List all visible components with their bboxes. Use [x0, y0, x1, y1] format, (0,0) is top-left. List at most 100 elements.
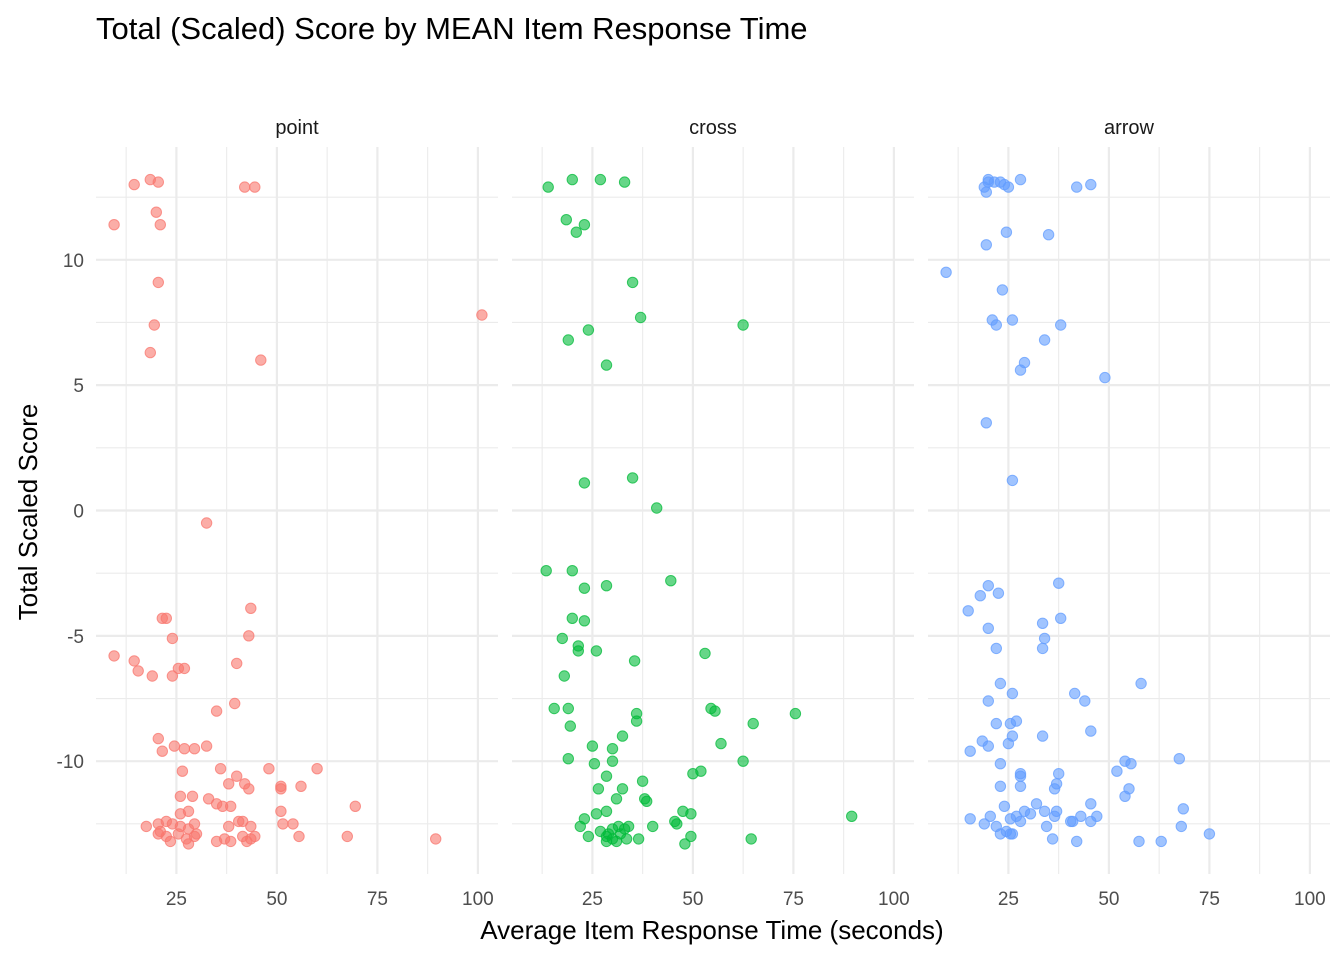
data-point: [295, 780, 307, 792]
data-point: [166, 670, 179, 682]
data-point: [249, 830, 261, 843]
panel-cross: cross 25 50 75 100: [512, 117, 914, 910]
x-tick-label: 100: [878, 889, 910, 910]
x-tick-label: 75: [1199, 889, 1220, 910]
data-point: [1071, 835, 1083, 848]
data-point: [182, 805, 195, 817]
data-point: [540, 565, 552, 577]
data-point: [1125, 758, 1137, 770]
data-point: [476, 309, 488, 321]
data-point: [223, 778, 235, 790]
data-point: [1006, 828, 1019, 840]
data-point: [225, 835, 237, 848]
data-point: [574, 820, 586, 833]
data-point: [594, 825, 607, 838]
y-tick-label: -10: [57, 752, 84, 773]
data-point: [665, 575, 677, 587]
data-point: [1004, 717, 1017, 730]
data-point: [132, 665, 144, 677]
x-axis-title: Average Item Response Time (seconds): [480, 915, 943, 945]
x-tick-label: 50: [682, 889, 703, 910]
data-point: [641, 795, 653, 807]
data-point: [152, 176, 165, 188]
data-point: [626, 472, 639, 484]
data-point: [1055, 319, 1067, 331]
data-point: [632, 833, 645, 845]
data-point: [747, 717, 759, 730]
data-point: [586, 740, 599, 752]
panel-point: point 25 50 75 100: [96, 117, 498, 910]
data-point: [168, 740, 181, 752]
data-point: [1050, 805, 1063, 817]
data-point: [164, 835, 177, 848]
data-point: [566, 612, 578, 624]
x-tick-label: 100: [1294, 889, 1326, 910]
data-point: [1065, 815, 1077, 828]
data-point: [699, 647, 711, 660]
data-point: [255, 354, 267, 366]
data-point: [982, 580, 994, 592]
data-point: [1042, 229, 1055, 241]
data-point: [594, 173, 607, 186]
data-point: [578, 219, 591, 231]
panel-strip-label: cross: [689, 117, 737, 139]
data-point: [737, 755, 749, 767]
data-point: [1002, 737, 1015, 750]
data-point: [1038, 334, 1051, 346]
data-point: [562, 753, 574, 765]
data-point: [178, 743, 191, 755]
data-point: [150, 206, 163, 218]
x-tick-label: 25: [582, 889, 603, 910]
data-point: [578, 615, 591, 627]
data-point: [1173, 753, 1186, 765]
y-axis-title: Total Scaled Score: [13, 404, 43, 621]
data-point: [152, 276, 165, 289]
data-point: [709, 705, 721, 717]
data-point: [651, 502, 663, 514]
data-point: [572, 645, 584, 657]
data-point: [600, 770, 613, 782]
data-point: [128, 178, 140, 191]
data-point: [994, 780, 1007, 792]
data-point: [1036, 617, 1049, 629]
data-point: [998, 800, 1011, 812]
data-point: [1036, 730, 1049, 742]
data-point: [616, 783, 629, 795]
data-point: [582, 324, 595, 336]
data-point: [214, 763, 227, 775]
y-axis-ticks: -10 -5 0 5 10: [57, 251, 84, 773]
data-point: [1024, 808, 1037, 820]
data-point: [992, 587, 1005, 599]
data-point: [984, 810, 996, 822]
data-point: [160, 612, 173, 624]
data-point: [1085, 725, 1097, 737]
data-point: [1091, 810, 1103, 822]
data-point: [148, 319, 161, 331]
data-point: [154, 219, 167, 231]
data-point: [980, 239, 992, 251]
data-point: [188, 743, 201, 755]
data-point: [588, 758, 601, 770]
data-point: [628, 655, 641, 667]
data-point: [558, 670, 570, 682]
data-point: [715, 737, 727, 750]
data-point: [622, 820, 635, 833]
data-point: [600, 359, 613, 371]
data-point: [349, 800, 361, 812]
x-tick-label: 75: [783, 889, 804, 910]
data-point: [231, 657, 243, 670]
points-arrow: [940, 173, 1216, 848]
data-point: [287, 818, 299, 830]
data-point: [994, 758, 1007, 770]
x-tick-label: 50: [1098, 889, 1119, 910]
data-point: [964, 813, 976, 825]
data-point: [1175, 820, 1188, 833]
data-point: [190, 828, 203, 840]
panel-arrow: arrow 25 50 75 100: [928, 117, 1330, 910]
data-point: [564, 720, 576, 732]
data-point: [225, 800, 237, 812]
data-point: [556, 632, 568, 645]
data-point: [982, 173, 994, 186]
data-point: [685, 830, 697, 843]
